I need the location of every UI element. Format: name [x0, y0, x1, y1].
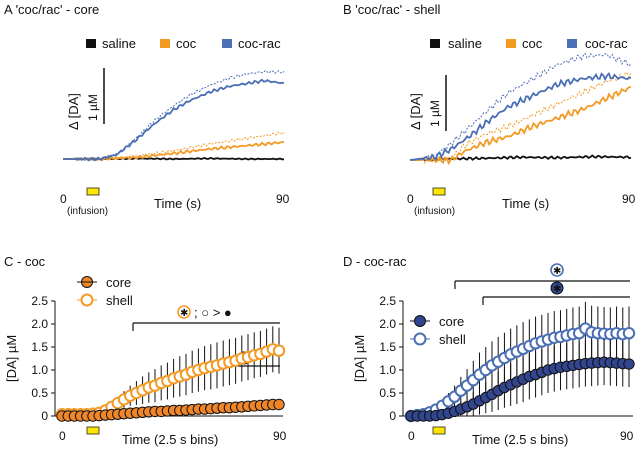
legend-b-saline-swatch: [430, 39, 440, 48]
legend-d-core-marker: [414, 315, 426, 327]
y-tick-label: 0.5: [379, 386, 396, 400]
panel-d-xtick-90: 90: [620, 429, 634, 443]
core-point: [623, 358, 635, 370]
panel-b-xtick-90: 90: [622, 192, 636, 206]
y-tick-label: 2.5: [31, 294, 48, 308]
sig-d-core-star-icon: ✱: [553, 284, 561, 295]
legend-a-cocrac-label: coc-rac: [238, 36, 281, 51]
shell-point: [622, 327, 636, 340]
legend-c-shell-marker: [80, 293, 94, 307]
legend-d-shell-label: shell: [439, 332, 466, 347]
core-point: [273, 398, 285, 411]
y-tick-label: 2.5: [379, 294, 396, 308]
legend-a-coc-swatch: [160, 39, 170, 48]
infusion-marker-b: [432, 187, 446, 196]
sig-c-shell-star-marker: [177, 305, 191, 319]
panel-c-xtick-0: 0: [59, 429, 66, 443]
y-tick-label: 0: [41, 409, 48, 423]
legend-a-saline-label: saline: [102, 36, 136, 51]
legend-a-saline-swatch: [86, 39, 96, 48]
legend-c-core-label: core: [106, 275, 131, 290]
panel-d-ylabel: [DA] µM: [352, 335, 367, 382]
legend-b-coc-label: coc: [522, 36, 543, 51]
legend-b-cocrac-swatch: [567, 39, 577, 48]
panel-d-title: D - coc-rac: [343, 254, 407, 269]
legend-b-cocrac-label: coc-rac: [585, 36, 628, 51]
panel-a-xtick-0: 0: [60, 192, 67, 206]
y-tick-label: 1.0: [31, 363, 48, 377]
plot-b-traces: [409, 52, 632, 166]
panel-a-title: A 'coc/rac' - core: [4, 2, 99, 17]
panel-a-xtick-90: 90: [276, 192, 290, 206]
panel-b-xlabel: Time (s): [502, 196, 549, 211]
trace-coc-solid: [410, 86, 632, 166]
panel-d: D - coc-rac 0 0.5 1.0 1.5 2.0 2.5 ✱ ✱ core sh…: [343, 254, 636, 447]
sig-d-core-star-marker: [550, 281, 564, 295]
y-tick-label: 2.0: [31, 317, 48, 331]
scalebar-b-label: 1 µM: [428, 100, 442, 127]
trace-coc-rac-solid: [409, 71, 632, 162]
panel-b-ylabel: Δ [DA]: [408, 93, 423, 130]
trace-coc-rac-dotted: [63, 69, 285, 161]
scalebar-a-label: 1 µM: [86, 94, 100, 121]
panel-b-infusion-label: (infusion): [414, 206, 455, 217]
panel-a-infusion-label: (infusion): [67, 206, 108, 217]
legend-b-saline-label: saline: [448, 36, 482, 51]
trace-saline-solid: [409, 154, 632, 162]
panel-b: B 'coc/rac' - shell saline coc coc-rac Δ…: [343, 2, 636, 217]
panel-a: A 'coc/rac' - core saline coc coc-rac Δ …: [4, 2, 290, 217]
y-tick-label: 0.5: [31, 386, 48, 400]
infusion-marker-c: [86, 426, 100, 435]
panel-d-xlabel: Time (2.5 s bins): [472, 432, 568, 447]
panel-c: C - coc core shell 0 0.5 1.0 1.5 2.0 2.5 ✱ ; …: [4, 254, 287, 447]
sig-d-shell-star-icon: ✱: [553, 266, 561, 277]
legend-d-core-label: core: [439, 314, 464, 329]
panel-c-title: C - coc: [4, 254, 46, 269]
y-tick-label: 1.5: [379, 340, 396, 354]
plot-c-points: [55, 326, 286, 422]
plot-d-points: [404, 301, 636, 423]
panel-a-ylabel: Δ [DA]: [66, 93, 81, 130]
legend-c-shell-label: shell: [106, 293, 133, 308]
panel-a-xlabel: Time (s): [154, 196, 201, 211]
panel-c-xtick-90: 90: [273, 429, 287, 443]
trace-coc-rac-dotted: [409, 52, 632, 161]
sig-d-shell-star-marker: [550, 263, 564, 277]
y-tick-label: 1.0: [379, 363, 396, 377]
legend-b-coc-swatch: [506, 39, 516, 48]
trace-coc-dotted: [410, 71, 632, 165]
plot-a-traces: [63, 69, 285, 162]
y-tick-label: 0: [389, 409, 396, 423]
sig-c-shell-star-icon: ✱: [180, 308, 188, 319]
infusion-marker-d: [432, 426, 446, 435]
legend-a-cocrac-swatch: [222, 39, 232, 48]
trace-coc-solid: [63, 140, 285, 162]
panel-b-xtick-0: 0: [407, 192, 414, 206]
panel-c-xlabel: Time (2.5 s bins): [122, 432, 218, 447]
infusion-marker-a: [86, 187, 100, 196]
trace-coc-dotted: [63, 131, 285, 162]
panel-b-title: B 'coc/rac' - shell: [343, 2, 441, 17]
y-tick-label: 2.0: [379, 317, 396, 331]
shell-point: [272, 344, 286, 357]
legend-d-shell-marker: [413, 332, 427, 346]
sig-c-annotation: ; ○ > ●: [194, 305, 232, 320]
panel-d-xtick-0: 0: [408, 429, 415, 443]
panel-c-ylabel: [DA] µM: [4, 335, 19, 382]
legend-a-coc-label: coc: [176, 36, 197, 51]
y-tick-label: 1.5: [31, 340, 48, 354]
